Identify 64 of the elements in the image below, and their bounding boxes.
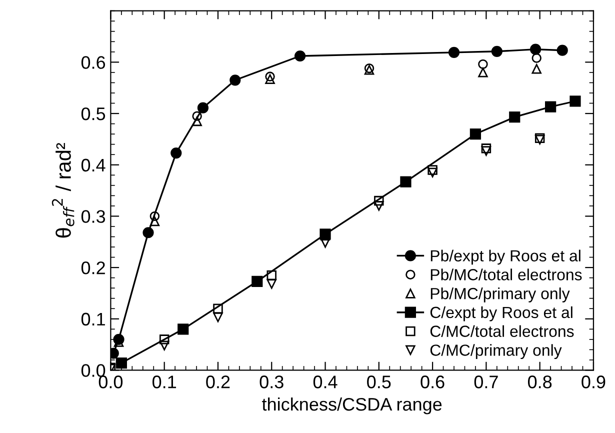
point (532, 64, 542, 74)
x-tick-label: 0.7 (474, 376, 498, 388)
x-tick-label: 0.3 (260, 376, 284, 388)
point (159, 340, 170, 350)
point (545, 101, 556, 112)
x-tick-label: 0.1 (152, 376, 176, 388)
legend-label: C/expt by Roos et al (430, 306, 572, 322)
y-tick-label: 0.3 (81, 210, 106, 223)
point (556, 44, 568, 56)
x-axis-title: thickness/CSDA range (262, 397, 442, 414)
point (150, 216, 160, 226)
point (491, 46, 502, 57)
legend-label: C/MC/primary only (430, 344, 562, 360)
point (448, 46, 460, 58)
point (530, 44, 542, 55)
point (374, 201, 384, 211)
x-tick-label: 0.8 (528, 376, 552, 388)
point (197, 102, 209, 114)
point (428, 168, 438, 178)
point (230, 74, 241, 86)
point (150, 211, 160, 222)
y-tick-label: 0.4 (81, 158, 106, 172)
point (428, 165, 438, 175)
point (213, 304, 223, 314)
legend-label: C/MC/total electrons (430, 325, 574, 337)
y-tick-label: 0.5 (81, 107, 106, 120)
x-tick-label: 0.9 (582, 376, 606, 388)
point (159, 334, 170, 344)
y-axis-title: θ$_{eff}$$^{2}$ / rad² (52, 142, 74, 238)
point (116, 357, 127, 369)
point (481, 146, 492, 156)
point (266, 270, 276, 280)
legend-label: Pb/MC/total electrons (430, 268, 582, 280)
point (374, 196, 384, 206)
point (400, 176, 412, 188)
point (192, 111, 202, 121)
legend-label: Pb/MC/primary only (430, 288, 570, 302)
x-tick-label: 0.0 (98, 376, 123, 388)
point (532, 53, 542, 63)
x-tick-label: 0.6 (420, 376, 444, 388)
point (252, 276, 263, 287)
point (265, 72, 275, 82)
x-tick-label: 0.4 (313, 376, 338, 388)
y-tick-label: 0.2 (81, 261, 105, 274)
point (470, 128, 482, 140)
x-tick-label: 0.5 (367, 376, 391, 388)
point (265, 74, 275, 84)
point (478, 68, 488, 78)
y-tick-label: 0.0 (81, 364, 106, 377)
point (142, 227, 154, 238)
point (178, 324, 189, 335)
y-tick-label: 0.6 (81, 56, 106, 69)
point (192, 116, 202, 126)
legend-label: Pb/expt by Roos et al (430, 250, 580, 265)
point (478, 59, 488, 70)
point (481, 144, 492, 154)
y-tick-label: 0.1 (81, 312, 105, 326)
point (509, 112, 520, 123)
point (266, 279, 276, 289)
point (213, 312, 223, 322)
point (170, 147, 182, 159)
point (570, 96, 581, 107)
point (294, 50, 306, 62)
x-tick-label: 0.2 (206, 376, 230, 388)
